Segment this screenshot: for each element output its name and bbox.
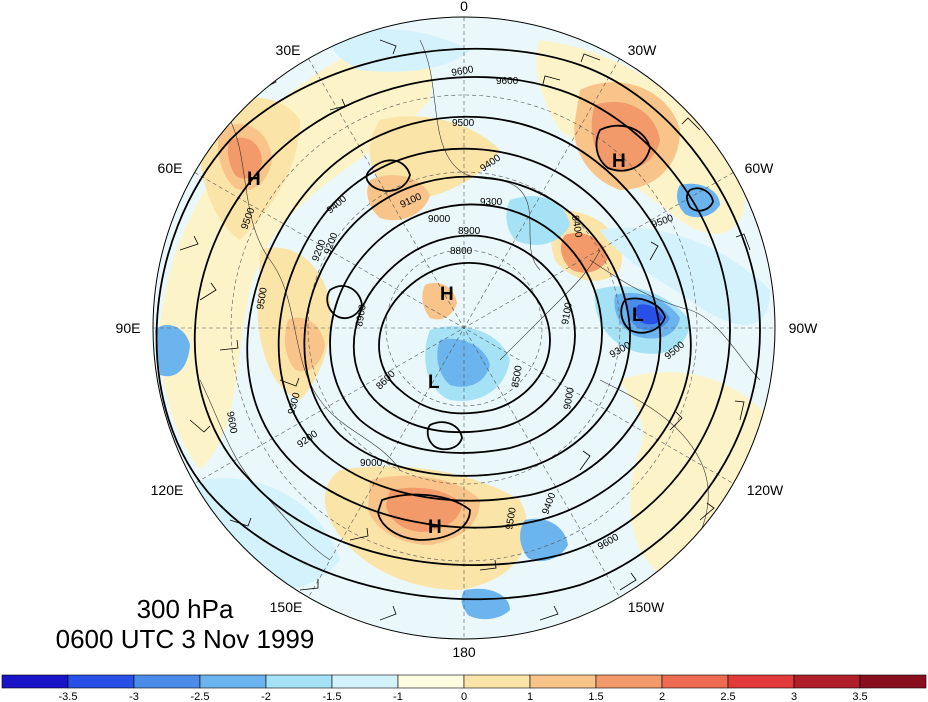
contour-label: 8900 bbox=[354, 303, 369, 327]
lon-label-150w: 150W bbox=[628, 599, 665, 615]
lon-label-120w: 120W bbox=[747, 482, 784, 498]
contour-label: 9500 bbox=[504, 506, 519, 530]
colorbar-swatch bbox=[331, 674, 399, 689]
contour-label: 9500 bbox=[255, 286, 270, 310]
contour-label: 8500 bbox=[510, 364, 525, 388]
colorbar-tick-label: 1.5 bbox=[588, 691, 603, 702]
colorbar-tick-label: 2 bbox=[659, 691, 665, 702]
colorbar-swatch bbox=[595, 674, 663, 689]
graticule bbox=[153, 17, 775, 639]
contour-label: 9000 bbox=[360, 458, 383, 469]
colorbar-tick-label: -1 bbox=[393, 691, 403, 702]
colorbar-tick-label: -2 bbox=[261, 691, 271, 702]
colorbar-swatch bbox=[661, 674, 729, 689]
colorbar-tick-label: -2.5 bbox=[191, 691, 210, 702]
colorbar-swatch bbox=[859, 674, 927, 689]
contour-label: 9600 bbox=[451, 64, 475, 79]
lon-label-0: 0 bbox=[460, 0, 468, 14]
high-pressure-marker: H bbox=[428, 517, 442, 538]
lon-label-60w: 60W bbox=[745, 160, 775, 176]
lon-label-30w: 30W bbox=[628, 42, 658, 58]
lon-label-120e: 120E bbox=[151, 482, 184, 498]
colorbar-tick-label: 1 bbox=[527, 691, 533, 702]
lon-label-180: 180 bbox=[452, 644, 476, 660]
lon-label-90w: 90W bbox=[789, 320, 819, 336]
colorbar-swatch bbox=[793, 674, 861, 689]
colorbar-swatch bbox=[265, 674, 333, 689]
lon-label-30e: 30E bbox=[276, 42, 301, 58]
colorbar-tick-label: -3.5 bbox=[59, 691, 78, 702]
high-pressure-marker: H bbox=[612, 151, 626, 172]
colorbar-swatch bbox=[67, 674, 135, 689]
lon-label-90e: 90E bbox=[116, 320, 141, 336]
contour-label: 9400 bbox=[569, 215, 584, 239]
contour-label: 9300 bbox=[480, 197, 503, 208]
contour-label: 8900 bbox=[458, 226, 481, 237]
colorbar-tick-label: 0 bbox=[461, 691, 467, 702]
contour-label: 9500 bbox=[452, 118, 475, 129]
contour-label: 9600 bbox=[224, 411, 239, 435]
height-contours bbox=[155, 47, 761, 601]
colorbar-swatch bbox=[463, 674, 531, 689]
colorbar-tick-label: -3 bbox=[129, 691, 139, 702]
contour-label: 9600 bbox=[496, 76, 519, 87]
high-pressure-marker: H bbox=[440, 284, 454, 305]
polar-stereographic-map: 0 30W 60W 90W 120W 150W 180 150E 120E 90… bbox=[116, 0, 819, 660]
contour-label: 9000 bbox=[562, 386, 577, 410]
colorbar-swatch bbox=[133, 674, 201, 689]
colorbar-tick-label: -1.5 bbox=[323, 691, 342, 702]
contour-label: 9000 bbox=[428, 214, 451, 225]
colorbar-tick-label: 2.5 bbox=[720, 691, 735, 702]
lon-label-60e: 60E bbox=[158, 160, 183, 176]
colorbar: -3.5 -3 -2.5 -2 -1.5 -1 0 1 1.5 2 2.5 3 3.5 bbox=[1, 674, 927, 702]
low-pressure-marker: L bbox=[632, 305, 644, 326]
colorbar-tick-label: 3.5 bbox=[852, 691, 867, 702]
wind-barbs bbox=[179, 39, 751, 621]
contour-label: 9100 bbox=[560, 301, 575, 325]
pressure-level-label: 300 hPa bbox=[136, 594, 234, 624]
colorbar-swatch bbox=[1, 674, 69, 689]
lon-label-150e: 150E bbox=[270, 599, 303, 615]
colorbar-swatch bbox=[727, 674, 795, 689]
low-pressure-marker: L bbox=[428, 372, 440, 393]
anomaly-shading bbox=[153, 17, 775, 639]
colorbar-swatch bbox=[529, 674, 597, 689]
map-boundary bbox=[152, 16, 776, 640]
pressure-systems: H H H H L L bbox=[247, 151, 644, 538]
datetime-label: 0600 UTC 3 Nov 1999 bbox=[55, 624, 315, 654]
colorbar-swatch bbox=[397, 674, 465, 689]
colorbar-swatch bbox=[199, 674, 267, 689]
high-pressure-marker: H bbox=[247, 169, 261, 190]
colorbar-tick-label: 3 bbox=[791, 691, 797, 702]
contour-label: 8800 bbox=[450, 246, 473, 257]
